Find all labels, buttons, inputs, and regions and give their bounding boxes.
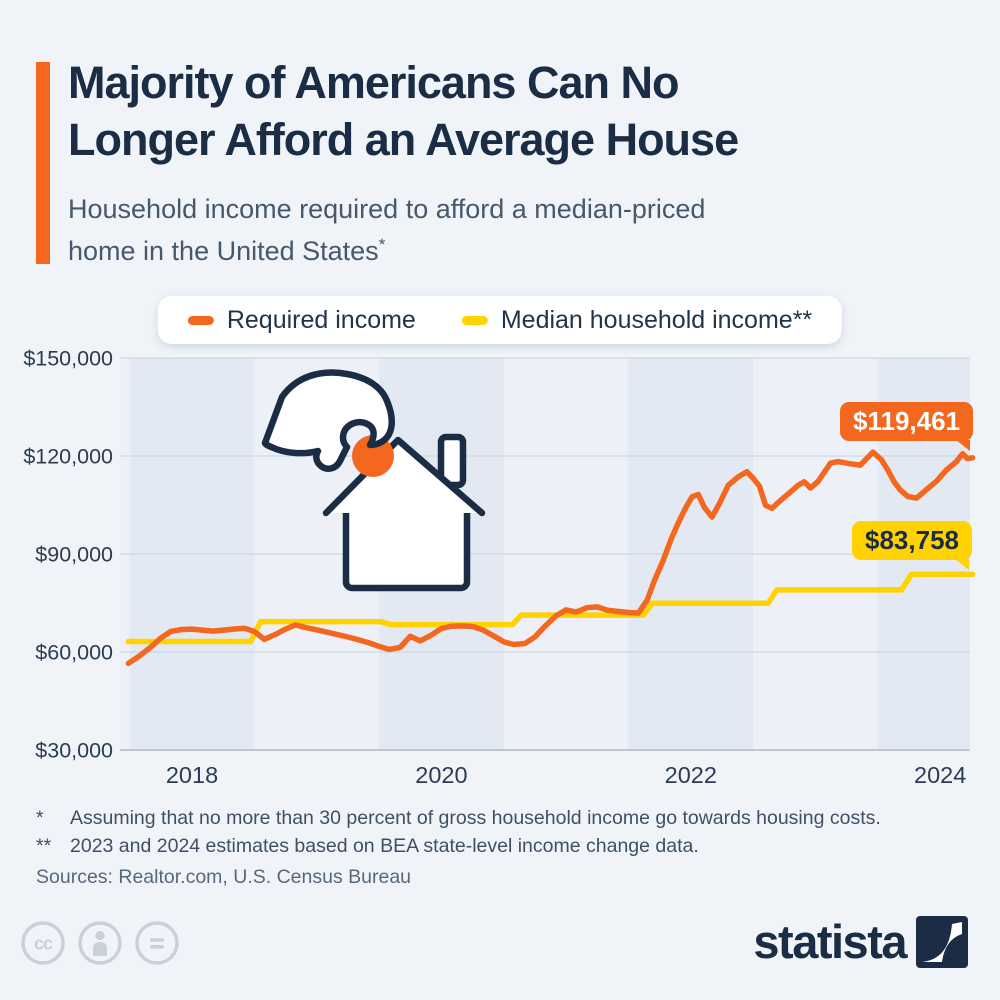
x-axis-tick-label: 2022 — [665, 762, 717, 788]
median-income-line — [125, 571, 976, 645]
y-axis-tick-label: $150,000 — [23, 347, 113, 371]
house-roof — [322, 436, 486, 517]
median-income-callout: $83,758 — [852, 521, 972, 570]
cc-license-icons: cc — [20, 920, 180, 966]
x-axis-tick-label: 2024 — [914, 762, 966, 788]
y-axis-tick-label: $30,000 — [35, 739, 113, 763]
coin-icon — [352, 435, 394, 477]
title-line-2: Longer Afford an Average House — [68, 114, 739, 165]
required-income-callout: $119,461 — [840, 402, 974, 451]
x-axis-tick-label: 2018 — [166, 762, 218, 788]
page-title: Majority of Americans Can No Longer Affo… — [68, 54, 739, 168]
statista-logo-icon[interactable] — [916, 916, 968, 968]
footnotes: * Assuming that no more than 30 percent … — [36, 804, 881, 860]
y-axis-tick-label: $90,000 — [35, 543, 113, 567]
required-income-line — [125, 449, 976, 667]
house-savings-illustration — [261, 369, 486, 592]
svg-text:cc: cc — [34, 934, 53, 954]
subtitle-line-2: home in the United States* — [68, 235, 386, 266]
hand-icon — [261, 369, 395, 472]
chart-legend: Required income Median household income*… — [157, 296, 843, 344]
subtitle-line-1: Household income required to afford a me… — [68, 194, 706, 224]
footnote-marker: * — [378, 235, 386, 254]
y-axis-tick-label: $120,000 — [23, 445, 113, 469]
legend-item-required-income: Required income — [187, 305, 416, 335]
cc-by-icon[interactable] — [77, 920, 123, 966]
cc-icon[interactable]: cc — [20, 920, 66, 966]
x-axis-tick-label: 2020 — [415, 762, 467, 788]
house-body — [342, 501, 471, 592]
title-line-1: Majority of Americans Can No — [68, 57, 679, 108]
affordability-line-chart: $150,000 $120,000 $90,000 $60,000 $30,000 20… — [23, 347, 976, 788]
statista-wordmark[interactable]: statista — [753, 915, 907, 968]
cc-nd-icon[interactable] — [134, 920, 180, 966]
legend-label: Required income — [226, 305, 416, 334]
y-axis-tick-label: $60,000 — [35, 641, 113, 665]
statista-logo[interactable]: statista — [753, 916, 968, 968]
legend-item-median-income: Median household income** — [461, 305, 813, 335]
legend-label: Median household income** — [500, 305, 813, 334]
footnote-line: * Assuming that no more than 30 percent … — [36, 807, 881, 829]
median-income-swatch — [461, 315, 488, 325]
page-subtitle: Household income required to afford a me… — [68, 191, 705, 269]
required-income-swatch — [187, 315, 214, 325]
accent-bar — [36, 62, 50, 264]
sources-line: Sources: Realtor.com, U.S. Census Bureau — [36, 866, 412, 888]
footnote-line: ** 2023 and 2024 estimates based on BEA … — [36, 835, 699, 857]
